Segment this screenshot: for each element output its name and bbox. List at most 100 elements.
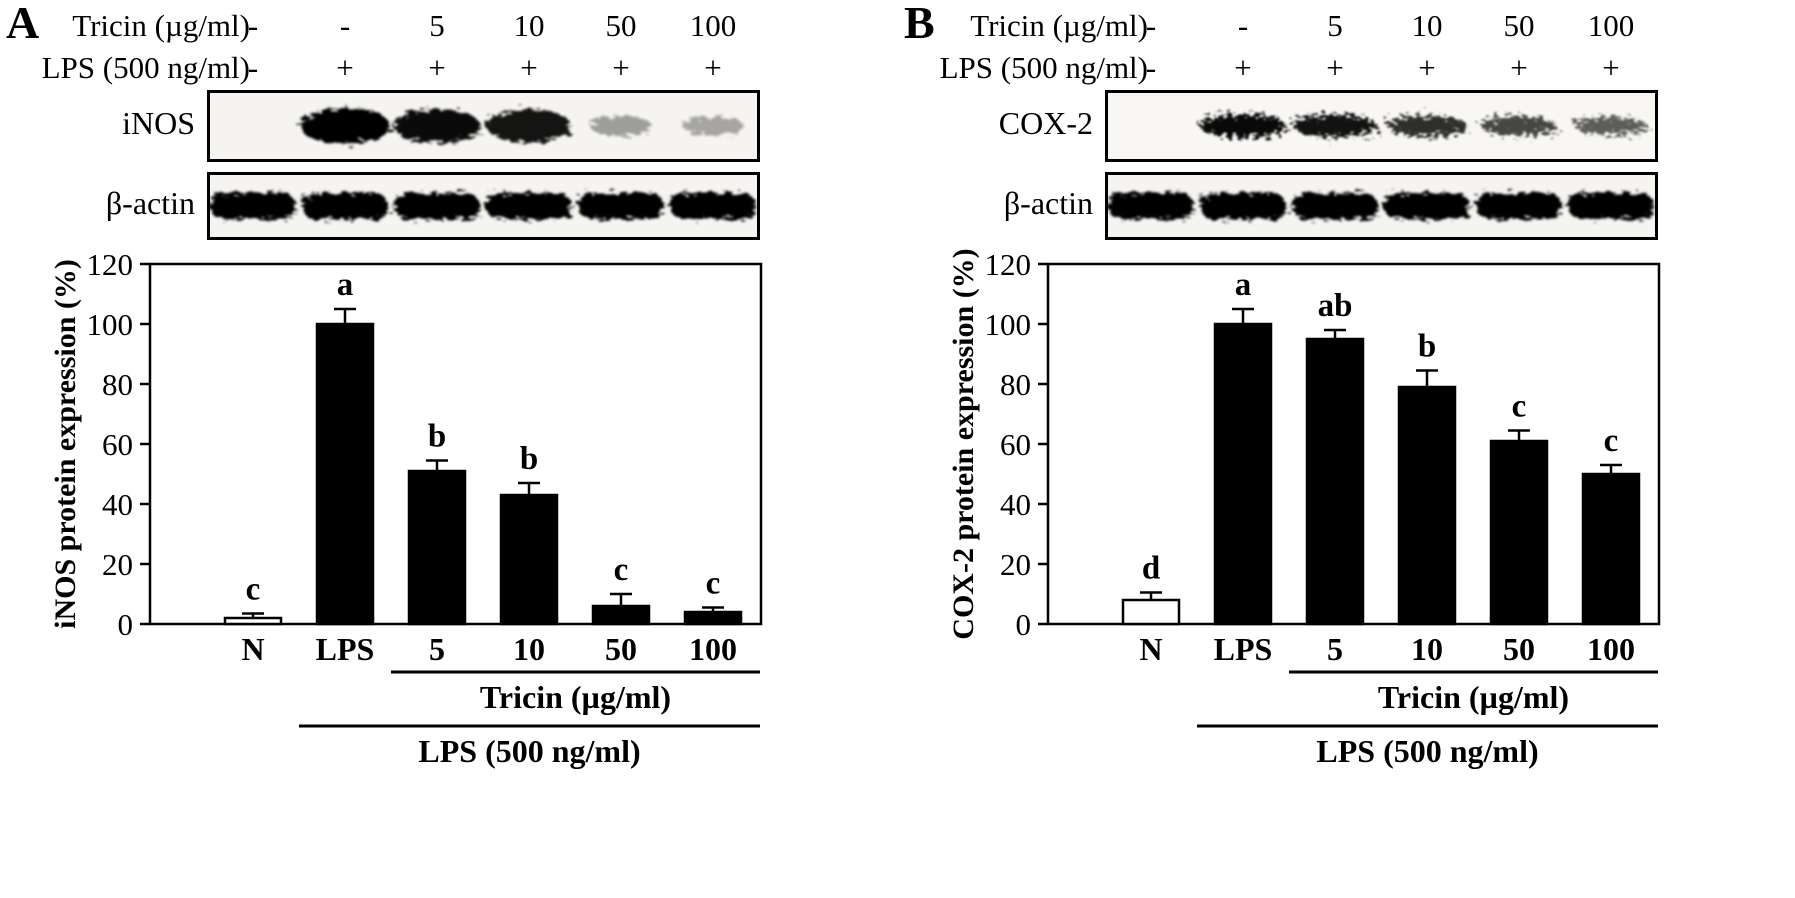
blot-band xyxy=(486,193,572,219)
blot-frame xyxy=(207,90,760,162)
blot-protein-label: β-actin xyxy=(105,185,195,221)
y-tick-label: 100 xyxy=(87,307,134,342)
y-tick-label: 80 xyxy=(1000,367,1031,402)
category-label: 5 xyxy=(429,631,445,667)
blot-frame xyxy=(1105,172,1658,240)
bar xyxy=(407,469,467,626)
blot-band xyxy=(1199,114,1287,138)
panel-b: B COX-2 protein expression (%) Tricin (µ… xyxy=(898,0,1795,898)
treatment-value: 10 xyxy=(513,8,545,43)
panel-letter: A xyxy=(6,0,40,48)
sig-letter: a xyxy=(337,267,354,303)
category-label: N xyxy=(241,631,264,667)
bar xyxy=(1121,598,1181,626)
category-label: 100 xyxy=(689,631,737,667)
category-label: 5 xyxy=(1327,631,1343,667)
treatment-value: 50 xyxy=(1503,8,1535,43)
blot-band xyxy=(1386,115,1468,137)
treatment-value: 100 xyxy=(1587,8,1635,43)
treatment-value: - xyxy=(247,8,259,43)
y-tick-label: 60 xyxy=(102,427,133,462)
blot-image xyxy=(1105,90,1658,162)
bar xyxy=(1305,337,1365,626)
y-tick-label: 40 xyxy=(102,487,133,522)
sig-letter: a xyxy=(1235,267,1252,303)
treatment-value: + xyxy=(1234,50,1252,85)
sig-letter: ab xyxy=(1318,288,1353,324)
y-tick-label: 120 xyxy=(985,247,1032,282)
blot-image xyxy=(1105,172,1658,240)
category-label: 100 xyxy=(1587,631,1635,667)
treatment-value: + xyxy=(336,50,354,85)
treatment-value: 50 xyxy=(605,8,637,43)
category-label: 50 xyxy=(1503,631,1535,667)
blot-frame xyxy=(207,172,760,240)
treatment-value: + xyxy=(520,50,538,85)
treatment-value: 100 xyxy=(689,8,737,43)
blot-band xyxy=(300,108,390,144)
y-axis-label: COX-2 protein expression (%) xyxy=(947,248,980,640)
bar xyxy=(591,604,651,626)
treatment-row-label: LPS (500 ng/ml) xyxy=(939,50,1148,85)
blot-image xyxy=(207,172,760,240)
treatment-value: - xyxy=(1145,8,1157,43)
treatment-value: 5 xyxy=(1327,8,1343,43)
treatment-row-label: LPS (500 ng/ml) xyxy=(41,50,250,85)
category-label: 10 xyxy=(1411,631,1443,667)
treatment-row-label: Tricin (µg/ml) xyxy=(72,8,250,43)
treatment-value: - xyxy=(1237,8,1249,43)
bar xyxy=(683,610,743,626)
treatment-value: + xyxy=(1418,50,1436,85)
blot-band xyxy=(1568,193,1654,219)
y-tick-label: 20 xyxy=(102,547,133,582)
blot-frame xyxy=(1105,90,1658,162)
plot-frame xyxy=(1046,262,1661,626)
blot-band xyxy=(210,193,296,219)
sig-letter: c xyxy=(614,552,629,588)
treatment-value: + xyxy=(1602,50,1620,85)
y-tick-label: 100 xyxy=(985,307,1032,342)
blot-band xyxy=(1480,116,1558,136)
sig-letter: b xyxy=(520,441,538,477)
bar xyxy=(223,616,283,626)
category-label: LPS xyxy=(1214,631,1273,667)
y-tick-label: 0 xyxy=(118,607,134,642)
blot-protein-label: β-actin xyxy=(1003,185,1093,221)
y-tick-label: 0 xyxy=(1016,607,1032,642)
sig-letter: c xyxy=(706,566,721,602)
sig-letter: c xyxy=(246,572,261,608)
treatment-value: - xyxy=(339,8,351,43)
sig-letter: b xyxy=(1418,329,1436,365)
treatment-value: + xyxy=(704,50,722,85)
blot-band xyxy=(682,116,744,136)
y-tick-label: 120 xyxy=(87,247,134,282)
treatment-value: + xyxy=(612,50,630,85)
bar xyxy=(1213,322,1273,626)
treatment-value: 10 xyxy=(1411,8,1443,43)
y-tick-label: 20 xyxy=(1000,547,1031,582)
category-label: 50 xyxy=(605,631,637,667)
sig-letter: d xyxy=(1142,551,1160,587)
group-label: Tricin (µg/ml) xyxy=(480,679,671,715)
treatment-value: + xyxy=(1510,50,1528,85)
blot-band xyxy=(393,108,481,144)
blot-band xyxy=(670,193,756,219)
blot-band xyxy=(590,115,652,137)
blot-band xyxy=(486,109,572,143)
y-tick-label: 40 xyxy=(1000,487,1031,522)
blot-band xyxy=(578,193,664,219)
y-tick-label: 60 xyxy=(1000,427,1031,462)
bar xyxy=(1397,385,1457,626)
treatment-value: - xyxy=(247,50,259,85)
bar xyxy=(315,322,375,626)
y-tick-label: 80 xyxy=(102,367,133,402)
sig-letter: b xyxy=(428,419,446,455)
blot-band xyxy=(1476,193,1562,219)
blot-band xyxy=(302,193,388,219)
group-label: LPS (500 ng/ml) xyxy=(418,733,640,769)
blot-band xyxy=(1200,193,1286,219)
group-label: Tricin (µg/ml) xyxy=(1378,679,1569,715)
group-label: LPS (500 ng/ml) xyxy=(1316,733,1538,769)
blot-band xyxy=(1292,114,1378,138)
